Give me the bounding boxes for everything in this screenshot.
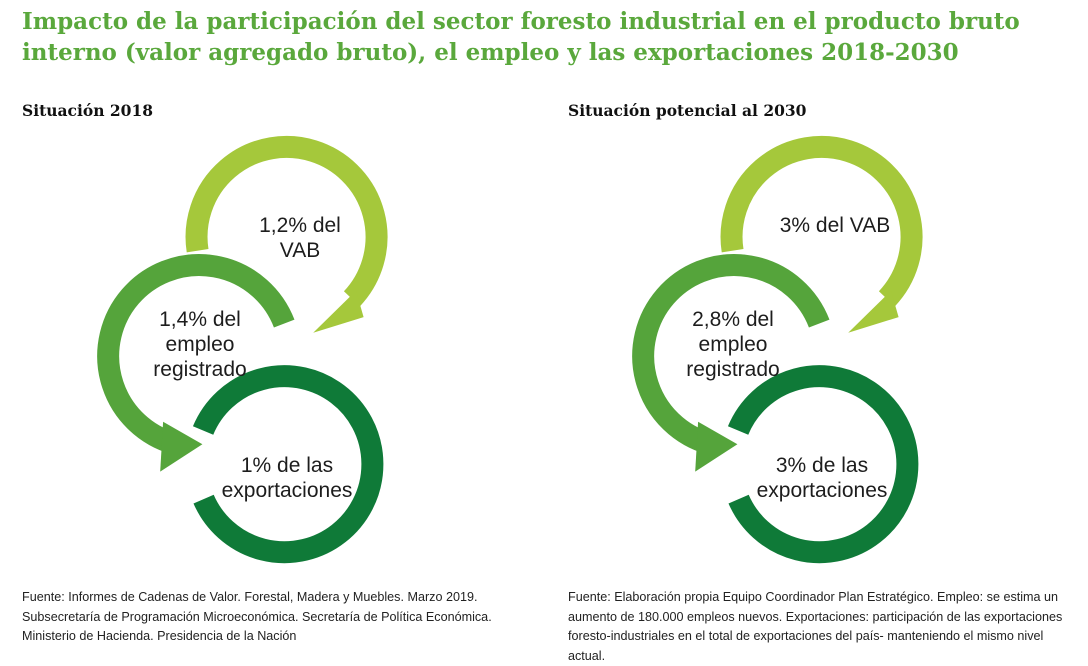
source-note-2018: Fuente: Informes de Cadenas de Valor. Fo… (22, 590, 492, 643)
empleo-arrow-head (695, 421, 738, 472)
empleo-label: 2,8% del empleo registrado (663, 307, 803, 382)
empleo-label-line3: registrado (153, 358, 247, 381)
empleo-label-line2: empleo (165, 333, 235, 356)
empleo-arrow-head (160, 421, 203, 472)
panel-2018-heading: Situación 2018 (22, 101, 154, 120)
exportaciones-label: 3% de las exportaciones (742, 453, 902, 503)
empleo-label-line1: 1,4% del (159, 308, 241, 331)
vab-label-line1: 3% del VAB (779, 214, 891, 237)
exportaciones-arc (192, 365, 384, 564)
vab-arc (720, 135, 923, 307)
vab-label-line2: VAB (279, 239, 321, 262)
exportaciones-label-line1: 3% de las (775, 454, 869, 477)
empleo-label-line3: registrado (686, 358, 780, 381)
exportaciones-label: 1% de las exportaciones (207, 453, 367, 503)
empleo-label: 1,4% del empleo registrado (130, 307, 270, 382)
empleo-arc (632, 254, 830, 456)
exportaciones-arc (727, 365, 919, 564)
vab-label: 3% del VAB (755, 213, 915, 238)
vab-arrow-head (313, 290, 364, 333)
page-title: Impacto de la participación del sector f… (22, 8, 1020, 66)
exportaciones-label-line2: exportaciones (221, 479, 353, 502)
panel-2030-cycle-diagram (632, 135, 923, 564)
exportaciones-label-line2: exportaciones (756, 479, 888, 502)
empleo-label-line2: empleo (698, 333, 768, 356)
exportaciones-label-line1: 1% de las (240, 454, 334, 477)
vab-arc (185, 135, 388, 307)
empleo-arc (97, 254, 295, 456)
vab-label-line1: 1,2% del (259, 214, 341, 237)
source-note-2030: Fuente: Elaboración propia Equipo Coordi… (568, 590, 1063, 663)
vab-label: 1,2% del VAB (230, 213, 370, 263)
vab-arrow-head (848, 290, 899, 333)
empleo-label-line1: 2,8% del (692, 308, 774, 331)
panel-2018-cycle-diagram (97, 135, 388, 564)
panel-2030-heading: Situación potencial al 2030 (568, 101, 807, 120)
